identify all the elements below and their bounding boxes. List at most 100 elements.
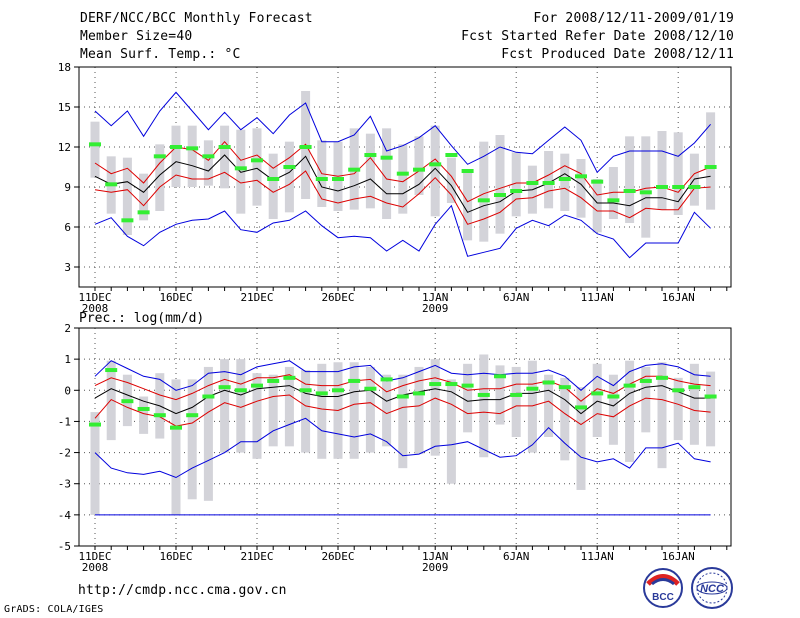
ncc-logo-text: NCC: [700, 583, 725, 595]
temp-ensemble-box: [365, 133, 375, 209]
temp-xtick-label: 16DEC: [159, 291, 192, 304]
source-url[interactable]: http://cmdp.ncc.cma.gov.cn: [78, 583, 287, 598]
prec-ensemble-box: [106, 360, 116, 441]
prec-observation-mark: [591, 391, 604, 396]
temp-ensemble-box: [90, 121, 100, 178]
prec-observation-mark: [639, 378, 652, 383]
prec-observation-mark: [494, 374, 506, 379]
prec-ytick-label: 1: [64, 353, 71, 366]
prec-observation-mark: [267, 378, 280, 383]
temp-observation-mark: [704, 165, 717, 169]
prec-observation-mark: [445, 382, 458, 387]
prec-observation-mark: [234, 388, 247, 393]
temp-ensemble-box: [544, 151, 554, 209]
temp-ensemble-box: [495, 135, 505, 234]
prec-ytick-label: -4: [58, 509, 72, 522]
temp-observation-mark: [639, 190, 652, 195]
temp-observation-mark: [510, 189, 523, 193]
prec-observation-mark: [558, 385, 571, 390]
temp-upper-quartile-line: [94, 140, 711, 203]
prec-ensemble-box: [236, 359, 246, 453]
temp-ensemble-box: [122, 157, 132, 235]
prec-observation-mark: [153, 413, 166, 418]
temp-observation-mark: [575, 174, 587, 179]
temp-max-line: [94, 91, 711, 174]
temp-xtick-label: 11DEC: [78, 291, 111, 304]
temp-frame: [78, 66, 732, 288]
prec-ensemble-box: [576, 387, 586, 490]
prec-observation-mark: [89, 422, 101, 427]
prec-upper-quartile-line: [94, 374, 711, 402]
prec-observation-mark: [688, 385, 701, 390]
prec-lower-quartile-line: [94, 394, 711, 427]
temp-observation-mark: [283, 165, 296, 169]
temp-ensemble-box: [446, 157, 456, 203]
temp-xtick-label: 6JAN: [503, 291, 530, 304]
prec-observation-mark: [461, 383, 474, 388]
temp-observation-mark: [186, 146, 199, 151]
prec-observation-mark: [542, 380, 555, 385]
temp-ytick-label: 9: [64, 181, 71, 194]
prec-observation-mark: [202, 394, 215, 399]
prec-ensemble-box: [479, 354, 489, 458]
prec-ensemble-box: [414, 366, 424, 455]
temp-observation-mark: [688, 185, 701, 189]
member-size: Member Size=40: [80, 29, 193, 44]
prec-observation-mark: [121, 399, 134, 404]
temp-observation-mark: [121, 218, 134, 223]
prec-ytick-label: -5: [58, 540, 71, 553]
prec-ensemble-box: [608, 374, 618, 445]
temp-ensemble-box: [560, 153, 570, 211]
forecast-produced-date: Fcst Produced Date 2008/12/11: [501, 47, 734, 62]
temp-observation-mark: [267, 177, 280, 181]
temp-observation-mark: [234, 166, 247, 171]
prec-observation-mark: [607, 394, 620, 399]
temp-observation-mark: [299, 145, 312, 149]
prec-observation-mark: [526, 386, 539, 391]
prec-ytick-label: -3: [58, 478, 71, 491]
prec-ensemble-box: [171, 379, 181, 515]
temp-lower-quartile-line: [94, 170, 711, 225]
prec-ensemble-box: [625, 360, 635, 462]
prec-observation-mark: [477, 392, 490, 397]
temp-observation-mark: [477, 198, 490, 203]
prec-xtick-label: 21DEC: [240, 550, 273, 563]
prec-xtick-label: 16JAN: [662, 550, 695, 563]
temp-ytick-label: 6: [64, 221, 71, 234]
temp-observation-mark: [607, 198, 620, 203]
temp-ytick-label: 12: [58, 141, 71, 154]
temp-xtick-label: 16JAN: [662, 291, 695, 304]
temp-observation-mark: [380, 155, 393, 160]
temp-xtick-label: 11JAN: [581, 291, 614, 304]
temp-observation-mark: [348, 167, 361, 172]
temp-ensemble-box: [608, 167, 618, 219]
prec-observation-mark: [251, 383, 263, 388]
temp-observation-mark: [623, 189, 636, 193]
temp-ensemble-box: [155, 144, 165, 211]
temp-observation-mark: [251, 158, 263, 163]
temp-xtick-label: 1JAN: [422, 291, 449, 304]
temp-observation-mark: [218, 145, 231, 149]
temp-observation-mark: [315, 177, 328, 181]
prec-xtick-label: 1JAN: [422, 550, 449, 563]
prec-ensemble-box: [139, 396, 149, 434]
temp-observation-mark: [558, 177, 571, 181]
prec-ensemble-box: [527, 360, 537, 453]
temp-ensemble-box: [706, 112, 716, 210]
temp-observation-mark: [672, 185, 685, 189]
prec-ensemble-box: [349, 362, 359, 459]
temp-ensemble-box: [592, 179, 602, 233]
prec-observation-mark: [218, 385, 231, 390]
temp-xtick-year: 2008: [82, 302, 109, 315]
temp-min-line: [94, 204, 711, 259]
temp-ensemble-box: [657, 131, 667, 210]
prec-observation-mark: [396, 394, 409, 399]
prec-observation-mark: [364, 386, 377, 391]
precip-panel-title: Prec.: log(mm/d): [79, 311, 204, 326]
prec-observation-mark: [413, 391, 425, 396]
temp-ensemble-box: [252, 128, 262, 206]
prec-observation-mark: [170, 425, 182, 430]
prec-observation-mark: [283, 375, 296, 380]
prec-observation-mark: [656, 375, 668, 380]
prec-xtick-label: 11DEC: [78, 550, 111, 563]
